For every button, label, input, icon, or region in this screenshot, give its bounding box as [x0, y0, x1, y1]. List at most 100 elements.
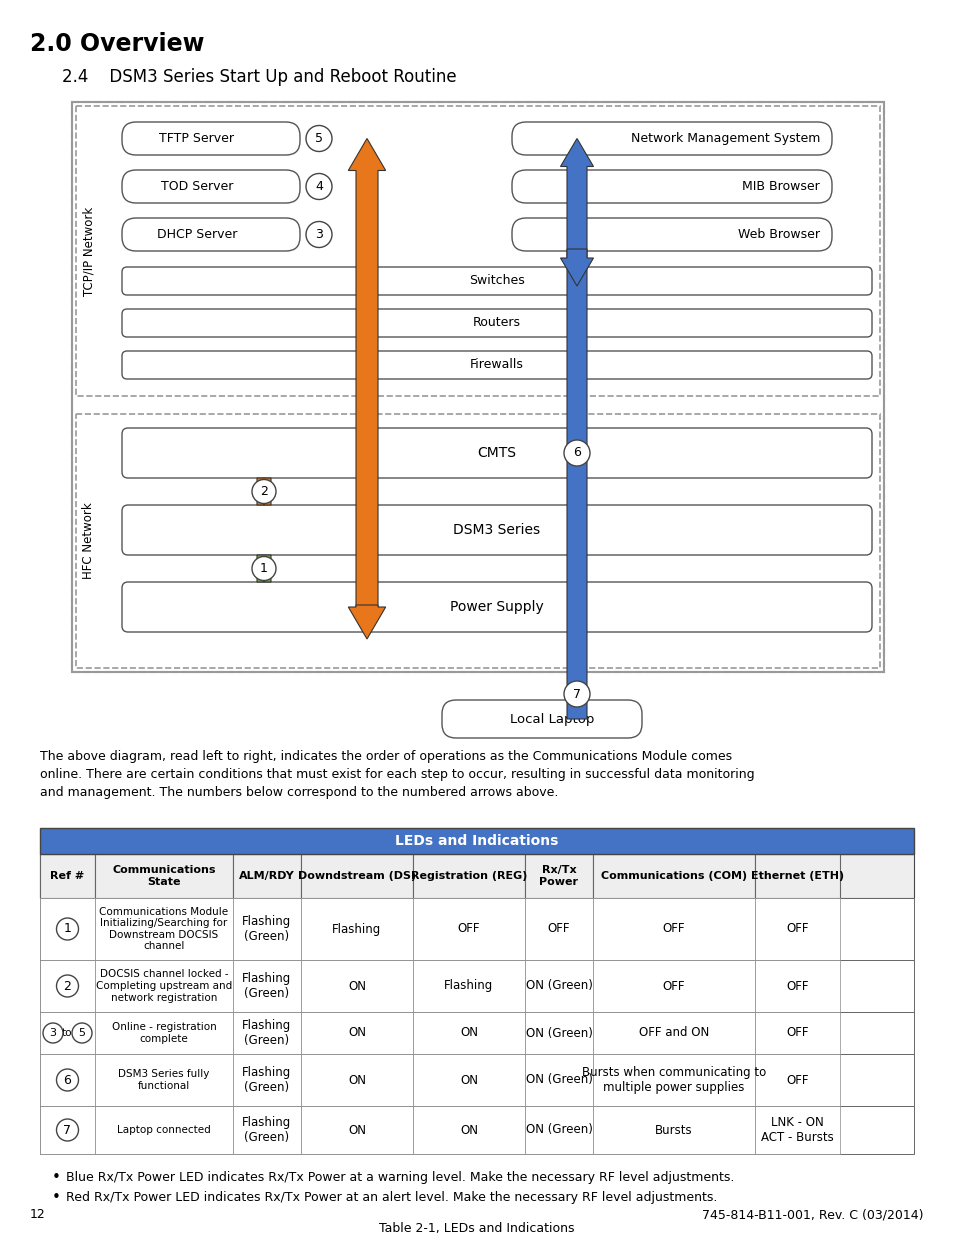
Bar [301, 1053, 413, 1107]
Text: 2: 2 [64, 979, 71, 993]
Bar [40, 898, 913, 960]
Text: Firewalls: Firewalls [470, 358, 523, 372]
Bar [524, 853, 593, 898]
Text: Online - registration
complete: Online - registration complete [112, 1023, 216, 1044]
Bar [413, 1107, 524, 1153]
FancyBboxPatch shape [122, 122, 299, 156]
Text: LNK - ON
ACT - Bursts: LNK - ON ACT - Bursts [760, 1116, 833, 1144]
Text: TOD Server: TOD Server [160, 180, 233, 193]
FancyArrow shape [253, 555, 274, 582]
Text: CMTS: CMTS [477, 446, 516, 459]
Circle shape [56, 974, 78, 997]
Bar [95, 853, 233, 898]
Bar [76, 414, 879, 668]
Circle shape [563, 440, 589, 466]
Text: 1: 1 [260, 562, 268, 576]
Bar [40, 898, 95, 960]
Bar [754, 1107, 840, 1153]
FancyBboxPatch shape [512, 122, 831, 156]
Text: 7: 7 [64, 1124, 71, 1136]
Text: Routers: Routers [473, 316, 520, 330]
Bar [413, 1053, 524, 1107]
Circle shape [56, 1119, 78, 1141]
Text: ON: ON [348, 1073, 366, 1087]
Bar [71, 103, 883, 672]
Text: OFF: OFF [662, 979, 684, 993]
Text: Registration (REG): Registration (REG) [411, 871, 527, 881]
Bar [95, 898, 233, 960]
Bar [413, 853, 524, 898]
Text: OFF: OFF [785, 923, 808, 935]
Bar [76, 106, 879, 396]
Bar [233, 960, 301, 1011]
Text: OFF: OFF [457, 923, 479, 935]
FancyArrow shape [348, 138, 385, 606]
FancyBboxPatch shape [122, 505, 871, 555]
Bar [40, 1011, 95, 1053]
Text: 2.0 Overview: 2.0 Overview [30, 32, 204, 56]
Text: Flashing
(Green): Flashing (Green) [242, 1116, 292, 1144]
Text: Network Management System: Network Management System [630, 132, 820, 144]
Text: Power Supply: Power Supply [450, 600, 543, 614]
Bar [40, 1107, 95, 1153]
Text: Communications
State: Communications State [112, 866, 215, 887]
Text: TFTP Server: TFTP Server [159, 132, 234, 144]
Text: Flashing: Flashing [332, 923, 381, 935]
Bar [413, 1011, 524, 1053]
Text: •: • [52, 1191, 61, 1205]
Bar [301, 1011, 413, 1053]
Bar [40, 1053, 913, 1107]
Text: Red Rx/Tx Power LED indicates Rx/Tx Power at an alert level. Make the necessary : Red Rx/Tx Power LED indicates Rx/Tx Powe… [66, 1192, 717, 1204]
Text: Flashing
(Green): Flashing (Green) [242, 1066, 292, 1094]
Text: Communications Module
Initializing/Searching for
Downstream DOCSIS
channel: Communications Module Initializing/Searc… [99, 906, 229, 951]
Text: LEDs and Indications: LEDs and Indications [395, 834, 558, 848]
Text: ON: ON [459, 1073, 477, 1087]
Text: DOCSIS channel locked -
Completing upstream and
network registration: DOCSIS channel locked - Completing upstr… [95, 969, 232, 1003]
Bar [40, 853, 95, 898]
Bar [754, 1053, 840, 1107]
Bar [40, 960, 913, 1011]
FancyArrow shape [348, 605, 385, 638]
Text: Bursts: Bursts [655, 1124, 692, 1136]
Text: Switches: Switches [469, 274, 524, 288]
Bar [40, 827, 913, 853]
FancyBboxPatch shape [122, 219, 299, 251]
Bar [593, 1053, 754, 1107]
Bar [593, 898, 754, 960]
FancyArrow shape [253, 478, 274, 505]
Bar [524, 898, 593, 960]
Text: ON (Green): ON (Green) [525, 1073, 592, 1087]
Text: OFF: OFF [785, 1026, 808, 1040]
Bar [40, 1011, 913, 1053]
Circle shape [306, 221, 332, 247]
Bar [413, 960, 524, 1011]
Text: OFF and ON: OFF and ON [639, 1026, 708, 1040]
Text: 4: 4 [314, 180, 323, 193]
Text: 7: 7 [573, 688, 580, 700]
Text: Flashing
(Green): Flashing (Green) [242, 972, 292, 1000]
Text: to: to [62, 1028, 72, 1037]
FancyArrow shape [560, 249, 593, 287]
Bar [95, 960, 233, 1011]
Text: 3: 3 [314, 228, 323, 241]
Text: ON: ON [348, 1124, 366, 1136]
Bar [754, 1011, 840, 1053]
Text: DHCP Server: DHCP Server [156, 228, 236, 241]
FancyBboxPatch shape [122, 309, 871, 337]
FancyBboxPatch shape [122, 351, 871, 379]
Text: Web Browser: Web Browser [738, 228, 820, 241]
Bar [301, 1107, 413, 1153]
Text: HFC Network: HFC Network [82, 503, 95, 579]
Text: OFF: OFF [785, 1073, 808, 1087]
Text: Local Laptop: Local Laptop [509, 713, 594, 725]
Text: ON: ON [459, 1124, 477, 1136]
Text: TCP/IP Network: TCP/IP Network [82, 206, 95, 295]
Text: 3: 3 [50, 1028, 56, 1037]
Bar [233, 1053, 301, 1107]
Text: ON (Green): ON (Green) [525, 979, 592, 993]
Bar [71, 103, 883, 672]
Bar [233, 853, 301, 898]
Bar [95, 1107, 233, 1153]
Text: 1: 1 [64, 923, 71, 935]
Bar [233, 898, 301, 960]
